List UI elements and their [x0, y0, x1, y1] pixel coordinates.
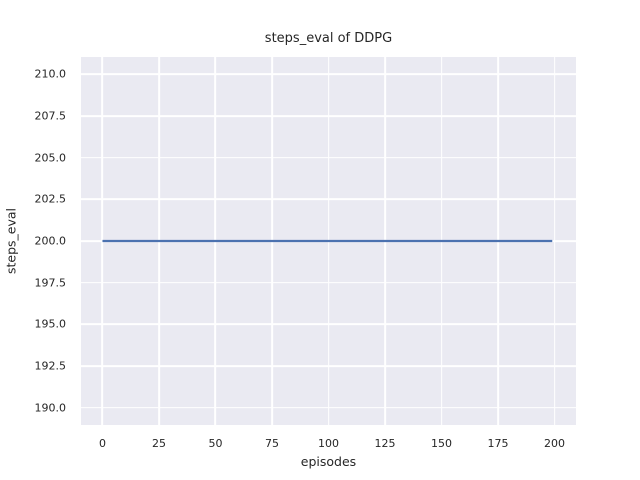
- y-tick-label: 210.0: [34, 67, 67, 81]
- x-tick-labels: 0 25 50 75 100 125 150 175 200: [81, 437, 576, 452]
- gridline-horizontal: [81, 406, 576, 409]
- y-tick-label: 195.0: [34, 317, 67, 331]
- x-axis-label: episodes: [300, 454, 357, 469]
- y-tick-label: 200.0: [34, 234, 67, 248]
- gridline-horizontal: [81, 156, 576, 159]
- series-layer: [81, 57, 576, 425]
- x-tick-label: 100: [318, 437, 339, 450]
- gridline-horizontal: [81, 73, 576, 76]
- y-tick-label: 190.0: [34, 401, 67, 415]
- x-tick-label: 25: [151, 437, 166, 450]
- gridline-horizontal: [81, 115, 576, 117]
- y-tick-label: 202.5: [34, 192, 67, 206]
- x-tick-label: 150: [431, 437, 452, 450]
- y-tick-label: 205.0: [34, 151, 67, 165]
- x-tick-label: 125: [374, 437, 396, 450]
- gridline-horizontal: [81, 365, 576, 367]
- x-tick-label: 50: [208, 437, 223, 450]
- chart-title: steps_eval of DDPG: [264, 31, 393, 46]
- x-tick-label: 175: [487, 437, 509, 450]
- y-tick-label: 197.5: [34, 276, 67, 290]
- plot-area: [81, 57, 576, 425]
- x-tick-label: 0: [98, 437, 106, 450]
- y-tick-label: 192.5: [34, 359, 67, 373]
- x-tick-label: 200: [544, 437, 566, 450]
- gridline-horizontal: [81, 198, 576, 201]
- x-tick-label: 75: [264, 437, 279, 450]
- y-tick-label: 207.5: [34, 109, 67, 123]
- y-tick-labels: 190.0 192.5 195.0 197.5 200.0 202.5 205.0 207.5…: [0, 57, 73, 425]
- gridline-horizontal: [81, 281, 576, 284]
- gridline-horizontal: [81, 323, 576, 326]
